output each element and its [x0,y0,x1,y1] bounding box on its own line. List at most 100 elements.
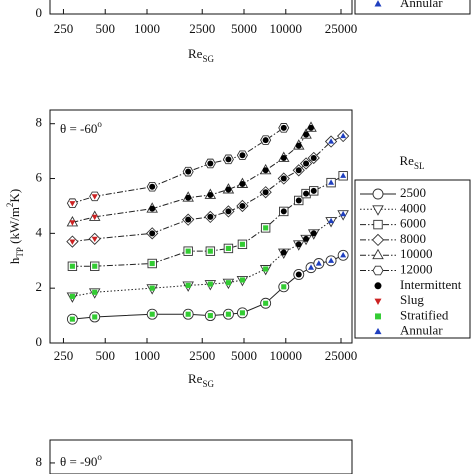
x-axis-label: ReSG [188,46,214,64]
data-point [309,186,319,196]
x-tick-label: 250 [54,348,74,363]
text-part: (kW/m [7,207,22,247]
point-regime [225,156,232,163]
point-regime [262,167,269,174]
legend-label: Stratified [400,307,449,322]
x-tick-label: 10000 [270,21,303,36]
x-tick-label: 1000 [134,21,160,36]
point-regime [303,160,310,167]
point-regime [281,284,287,290]
point-regime [149,260,155,267]
data-point [294,195,304,206]
point-regime [69,263,75,269]
data-point [89,311,101,323]
text-part: h [7,257,22,264]
data-point [337,210,349,221]
point-regime [310,154,317,161]
point-regime [91,236,98,243]
x-tick-label: 2500 [189,348,215,363]
point-regime [69,201,76,207]
data-point [278,281,290,293]
point-regime [69,220,76,226]
y-tick-label: 4 [36,224,43,239]
data-point [89,191,101,202]
data-point [260,223,271,233]
point-regime [185,168,192,175]
data-point [260,297,272,309]
data-point [237,239,248,250]
point-regime [303,131,310,138]
data-point [305,121,317,132]
point-regime [149,311,155,317]
data-point [277,151,290,162]
data-point [147,258,157,269]
point-regime [303,190,310,197]
data-point [66,215,79,227]
text-part: SL [414,161,425,171]
point-regime [149,285,155,291]
data-point [259,163,272,175]
legend-marker [374,327,382,335]
point-regime [308,264,315,270]
text-part: o [97,119,102,129]
legend-label: Annular [400,0,443,10]
data-point [300,128,312,139]
x-axis-label: ReSG [188,371,214,389]
annotation: θ = -90o [60,452,102,469]
point-regime [225,311,231,317]
data-point [204,210,217,224]
text-part: K) [7,189,22,203]
point-regime [239,277,245,283]
data-point [90,261,100,271]
data-point [326,177,336,188]
point-regime [239,181,246,188]
x-tick-label: 500 [95,348,115,363]
plot-frame [49,0,353,15]
x-tick-label: 10000 [270,348,303,363]
legend-label: Annular [400,323,443,338]
point-regime [280,154,287,161]
data-point [182,213,195,226]
legend-marker [372,205,384,216]
point-regime [185,282,191,288]
x-tick-label: 5000 [231,21,257,36]
data-point [259,186,272,199]
y-tick-label: 0 [36,334,43,349]
data-point [182,191,194,202]
point-regime [295,142,302,149]
data-point [324,135,338,148]
point-regime [225,280,231,286]
data-point [292,240,305,251]
point-regime [69,316,75,322]
text-part: Re [188,371,203,386]
point-regime [185,248,191,254]
data-point [236,150,248,161]
point-regime [263,225,269,231]
data-point [236,276,249,287]
text-part: θ = -60 [60,121,97,136]
data-point [66,235,79,248]
legend-marker [371,233,385,247]
y-tick-label: 0 [36,5,43,20]
text-part: 2 [5,203,15,208]
data-point [222,308,234,320]
point-regime [207,191,214,198]
point-regime [149,205,156,212]
data-point [300,234,312,246]
point-regime [91,214,98,221]
point-regime [207,281,213,287]
point-regime [303,235,310,242]
data-point [338,171,348,181]
point-regime [239,152,246,159]
point-regime [340,251,347,258]
data-point [236,307,248,319]
data-point [293,269,305,280]
x-tick-label: 25000 [325,348,358,363]
point-regime [328,179,335,185]
data-point [204,158,216,169]
point-regime [310,187,317,194]
point-regime [92,263,98,269]
x-tick-label: 25000 [325,21,358,36]
point-regime [280,124,287,131]
text-part: SG [202,54,214,64]
